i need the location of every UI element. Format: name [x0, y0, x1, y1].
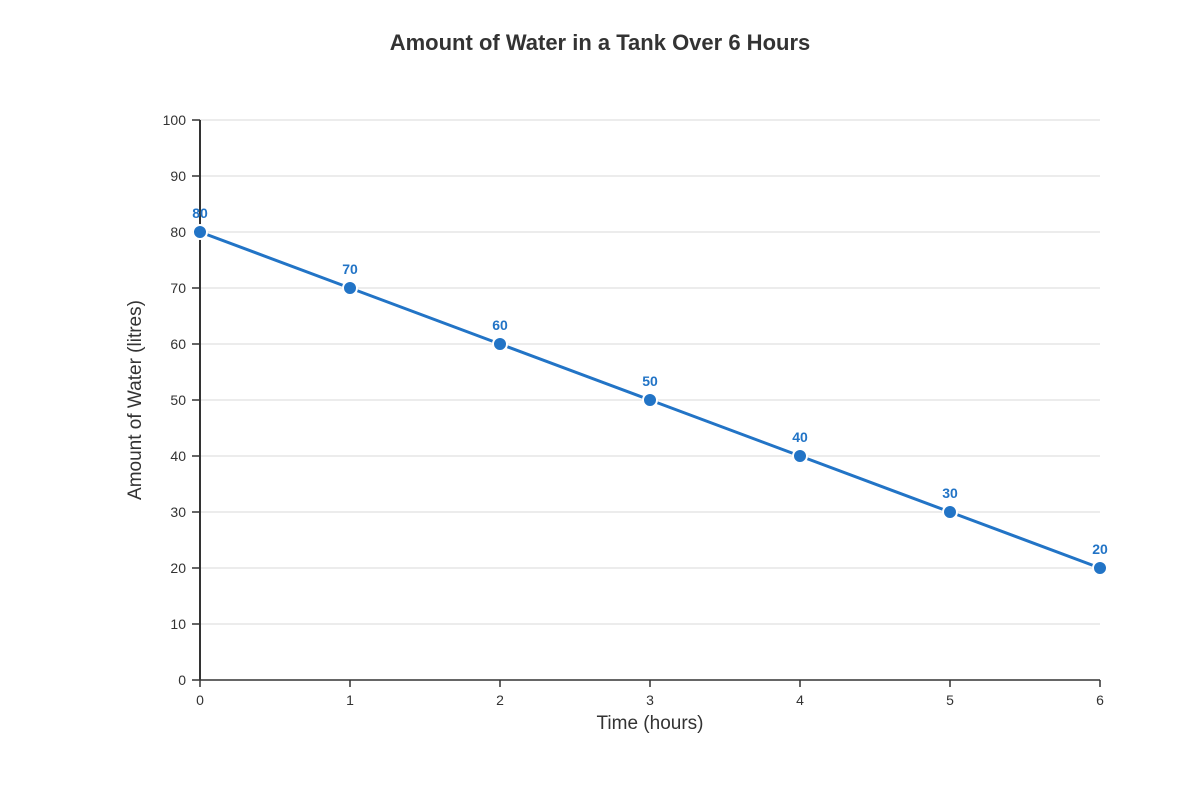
data-point[interactable]	[492, 336, 508, 352]
y-tick-label: 90	[170, 168, 186, 184]
data-label: 60	[492, 317, 508, 333]
y-tick-label: 0	[178, 672, 186, 688]
grid-lines	[200, 119, 1100, 625]
data-label: 30	[942, 485, 958, 501]
y-tick-label: 30	[170, 504, 186, 520]
y-tick-label: 80	[170, 224, 186, 240]
x-tick-label: 3	[646, 692, 654, 708]
data-labels: 80 70 60 50 40 30 20	[192, 205, 1108, 557]
x-tick-label: 2	[496, 692, 504, 708]
data-point[interactable]	[642, 392, 658, 408]
tick-labels: 0 10 20 30 40 50 60 70 80 90 100 0 1 2 3 4 5 6	[163, 112, 1104, 708]
data-label: 20	[1092, 541, 1108, 557]
x-tick-label: 5	[946, 692, 954, 708]
data-label: 50	[642, 373, 658, 389]
y-tick-label: 70	[170, 280, 186, 296]
x-tick-label: 6	[1096, 692, 1104, 708]
y-tick-label: 100	[163, 112, 187, 128]
data-point[interactable]	[792, 448, 808, 464]
x-tick-label: 0	[196, 692, 204, 708]
y-tick-label: 20	[170, 560, 186, 576]
data-point[interactable]	[942, 504, 958, 520]
series-group	[192, 224, 1108, 576]
y-tick-label: 50	[170, 392, 186, 408]
chart-title: Amount of Water in a Tank Over 6 Hours	[390, 30, 811, 55]
data-point[interactable]	[1092, 560, 1108, 576]
y-axis-label: Amount of Water (litres)	[125, 300, 146, 500]
data-point[interactable]	[342, 280, 358, 296]
y-tick-label: 10	[170, 616, 186, 632]
y-tick-label: 60	[170, 336, 186, 352]
data-label: 80	[192, 205, 208, 221]
axes	[192, 119, 1101, 687]
x-tick-label: 4	[796, 692, 804, 708]
y-tick-label: 40	[170, 448, 186, 464]
x-axis-label: Time (hours)	[597, 713, 704, 734]
data-label: 70	[342, 261, 358, 277]
x-tick-label: 1	[346, 692, 354, 708]
data-point[interactable]	[192, 224, 208, 240]
data-label: 40	[792, 429, 808, 445]
